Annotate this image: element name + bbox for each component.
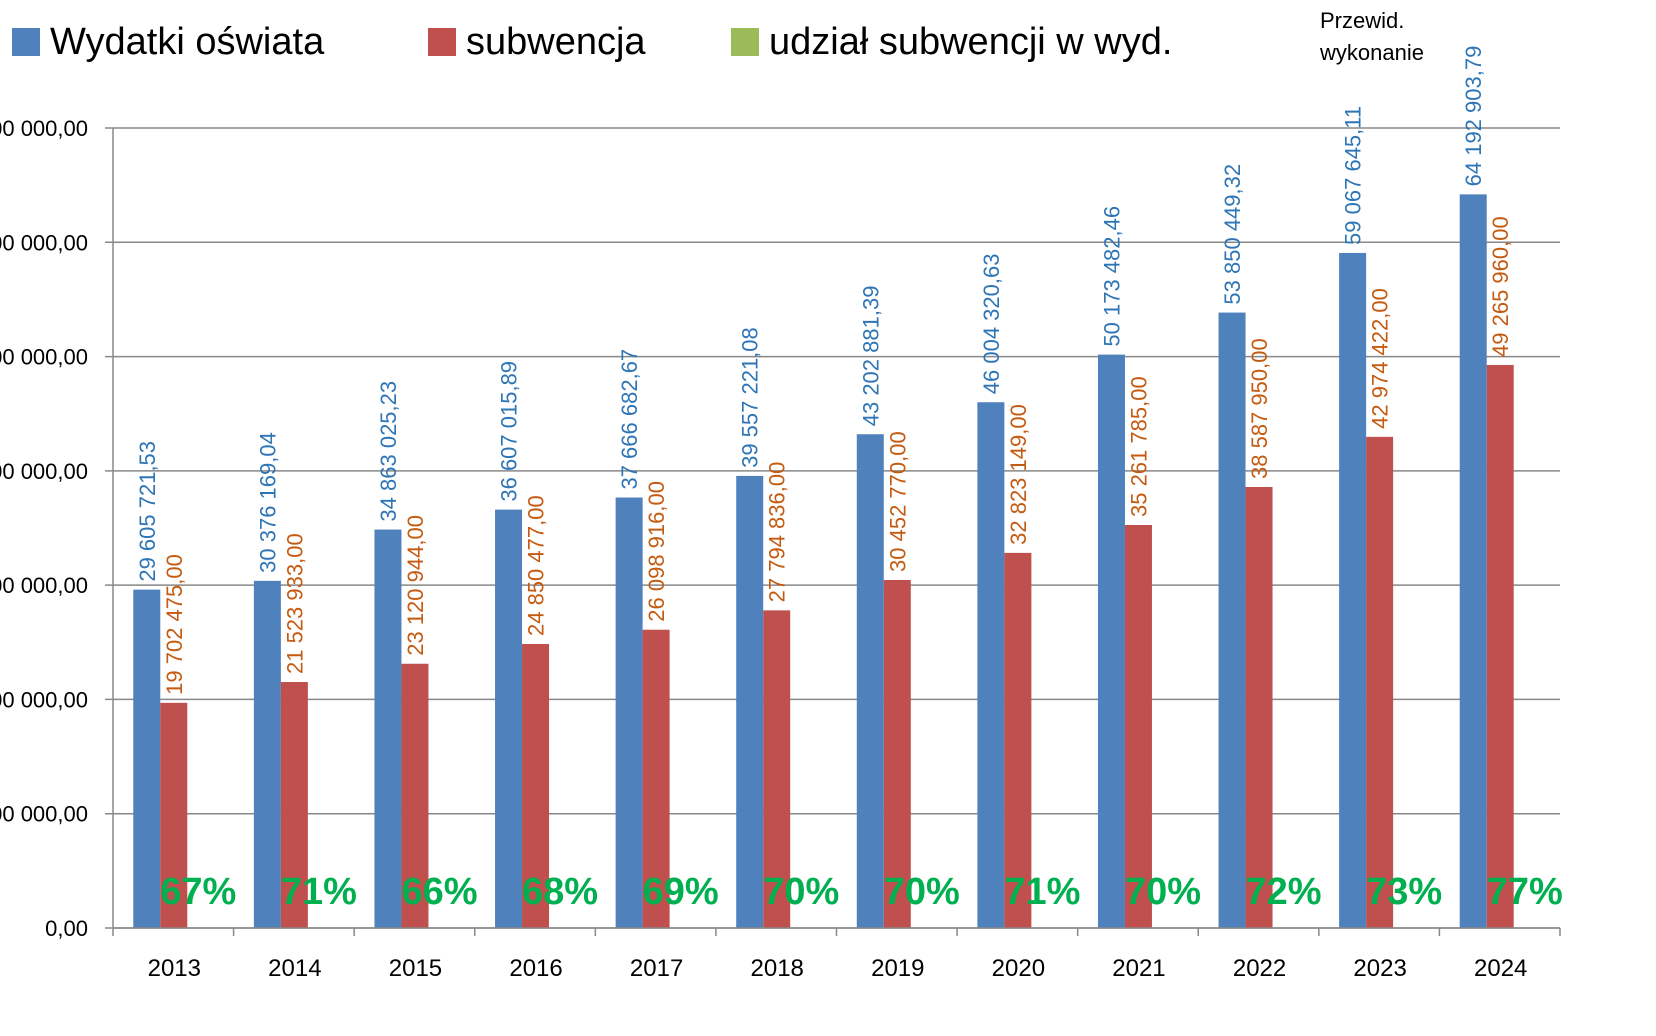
- legend-label: subwencja: [466, 21, 646, 63]
- bar: [1486, 364, 1514, 928]
- annotation: wykonanie: [1319, 40, 1424, 65]
- data-label: 73%: [1366, 871, 1442, 913]
- data-label: 27 794 836,00: [765, 462, 790, 603]
- x-tick-label: 2020: [992, 955, 1045, 982]
- data-label: 35 261 785,00: [1126, 376, 1151, 517]
- data-label: 71%: [1004, 871, 1080, 913]
- data-label: 49 265 960,00: [1488, 216, 1513, 357]
- data-label: 53 850 449,32: [1220, 164, 1245, 305]
- y-tick-label: 40 000 000,00: [0, 459, 88, 484]
- data-label: 34 863 025,23: [376, 381, 401, 522]
- data-label: 70%: [884, 871, 960, 913]
- bar: [280, 682, 308, 928]
- data-label: 71%: [281, 871, 357, 913]
- legend-swatch: [428, 28, 456, 56]
- data-label: 70%: [1125, 871, 1201, 913]
- x-tick-label: 2015: [389, 955, 442, 982]
- bar: [133, 589, 161, 928]
- legend-label: Wydatki oświata: [50, 21, 325, 63]
- bar: [1004, 552, 1032, 928]
- bar: [856, 434, 884, 928]
- x-tick-label: 2019: [871, 955, 924, 982]
- x-tick-label: 2016: [509, 955, 562, 982]
- y-tick-label: 50 000 000,00: [0, 345, 88, 370]
- data-label: 38 587 950,00: [1247, 338, 1272, 479]
- data-label: 69%: [643, 871, 719, 913]
- data-label: 66%: [401, 871, 477, 913]
- data-label: 59 067 645,11: [1341, 106, 1366, 245]
- data-label: 43 202 881,39: [858, 286, 883, 427]
- x-tick-label: 2014: [268, 955, 321, 982]
- bar: [1366, 436, 1394, 928]
- bar: [736, 475, 764, 928]
- y-tick-label: 20 000 000,00: [0, 687, 88, 712]
- y-tick-label: 70 000 000,00: [0, 116, 88, 141]
- data-label: 50 173 482,46: [1099, 206, 1124, 347]
- legend-label: udział subwencji w wyd.: [769, 21, 1172, 63]
- data-label: 68%: [522, 871, 598, 913]
- y-tick-label: 10 000 000,00: [0, 802, 88, 827]
- legend-swatch: [731, 28, 759, 56]
- x-tick-label: 2023: [1353, 955, 1406, 982]
- data-label: 29 605 721,53: [135, 441, 160, 582]
- data-label: 32 823 149,00: [1006, 404, 1031, 545]
- bar: [253, 580, 281, 928]
- data-label: 77%: [1487, 871, 1563, 913]
- bar: [1218, 312, 1246, 928]
- data-label: 36 607 015,89: [497, 361, 522, 502]
- y-tick-label: 30 000 000,00: [0, 573, 88, 598]
- data-label: 46 004 320,63: [979, 254, 1004, 395]
- bar: [883, 579, 911, 928]
- data-label: 39 557 221,08: [738, 327, 763, 468]
- data-label: 72%: [1246, 871, 1322, 913]
- data-label: 30 452 770,00: [885, 431, 910, 572]
- y-tick-label: 60 000 000,00: [0, 230, 88, 255]
- x-tick-label: 2022: [1233, 955, 1286, 982]
- data-label: 42 974 422,00: [1368, 288, 1393, 429]
- bar: [495, 509, 523, 928]
- x-tick-label: 2018: [751, 955, 804, 982]
- bar: [374, 529, 402, 928]
- data-label: 24 850 477,00: [524, 495, 549, 636]
- legend-swatch: [12, 28, 40, 56]
- bar: [522, 643, 550, 928]
- x-tick-label: 2024: [1474, 955, 1527, 982]
- bar: [977, 402, 1005, 928]
- data-label: 19 702 475,00: [162, 554, 187, 695]
- bar: [1459, 194, 1487, 928]
- data-label: 23 120 944,00: [403, 515, 428, 656]
- annotation: Przewid.: [1320, 8, 1404, 33]
- bar: [1339, 252, 1367, 929]
- data-label: 64 192 903,79: [1461, 46, 1486, 187]
- x-tick-label: 2017: [630, 955, 683, 982]
- x-tick-label: 2013: [148, 955, 201, 982]
- bar: [401, 663, 429, 928]
- data-label: 37 666 682,67: [617, 349, 642, 490]
- bar: [615, 497, 643, 928]
- bar: [1124, 525, 1152, 928]
- bar: [160, 702, 188, 928]
- y-tick-label: 0,00: [45, 916, 88, 941]
- data-label: 26 098 916,00: [644, 481, 669, 622]
- bar: [763, 610, 791, 928]
- x-tick-label: 2021: [1112, 955, 1165, 982]
- bar: [1245, 486, 1273, 928]
- data-label: 70%: [763, 871, 839, 913]
- data-label: 30 376 169,04: [255, 432, 280, 573]
- data-label: 21 523 933,00: [282, 533, 307, 674]
- data-label: 67%: [160, 871, 236, 913]
- bar: [1097, 354, 1125, 929]
- bar: [642, 629, 670, 928]
